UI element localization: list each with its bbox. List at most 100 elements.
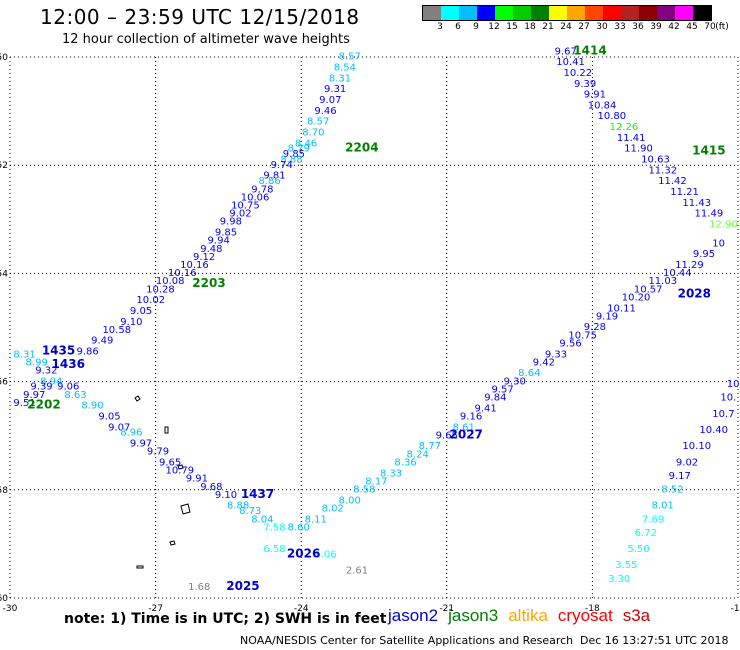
lat-tick-label: -50	[0, 53, 8, 63]
swh-observation: 9.19	[596, 311, 618, 322]
swh-observation: 8.00	[339, 495, 361, 506]
satellite-legend-item: altika	[508, 606, 548, 625]
swh-observation: 10.02	[136, 295, 165, 306]
swh-observation: 9.91	[186, 474, 208, 485]
swh-observation: 9.10	[120, 317, 142, 328]
swh-observation: 10.20	[622, 292, 651, 303]
swh-observation: 11.49	[695, 209, 724, 220]
credit-text: NOAA/NESDIS Center for Satellite Applica…	[240, 634, 574, 647]
pass-time-label: 1415	[692, 143, 725, 157]
lon-tick-label: -27	[148, 604, 163, 614]
pass-time-label: 2026	[287, 546, 320, 560]
swh-observation: 9.95	[693, 249, 715, 260]
colorbar-label: 36	[632, 22, 644, 32]
swh-observation: 8.02	[322, 503, 344, 514]
colorbar-label: 33	[614, 22, 626, 32]
colorbar-label: 42	[668, 22, 680, 32]
swh-observation: 9.67	[555, 46, 577, 57]
colorbar-swatch	[477, 6, 495, 20]
swh-observation: 9.85	[215, 228, 237, 239]
swh-observation: 10.16	[168, 268, 197, 279]
swh-observation: 9.28	[584, 322, 606, 333]
colorbar-unit: (ft)	[715, 22, 729, 32]
swh-observation: 8.61	[453, 422, 475, 433]
swh-observation: 9.74	[271, 160, 293, 171]
colorbar-swatch	[549, 6, 567, 20]
colorbar-label: 15	[506, 22, 518, 32]
swh-observation: 3.30	[608, 574, 630, 585]
swh-observation: 10	[727, 379, 740, 390]
swh-observation: 8.79	[288, 144, 310, 155]
island-outline	[164, 426, 169, 434]
lon-tick-label: -15	[731, 604, 740, 614]
pass-time-label: 2028	[678, 287, 711, 301]
pass-time-label: 1435	[42, 344, 75, 358]
swh-observation: 11.43	[682, 198, 711, 209]
colorbar-swatch	[459, 6, 477, 20]
satellite-legend-item: cryosat	[557, 606, 613, 625]
swh-observation: 8.31	[329, 73, 351, 84]
swh-observation: 8.36	[394, 457, 416, 468]
swh-observation: 8.96	[120, 428, 142, 439]
swh-observation: 10.63	[641, 154, 670, 165]
swh-observation: 10.41	[556, 57, 585, 68]
colorbar-label: 9	[473, 22, 479, 32]
swh-observation: 9.39	[574, 79, 596, 90]
swh-observation: 9.78	[251, 184, 273, 195]
colorbar-label: 18	[524, 22, 536, 32]
swh-observation: 11.21	[670, 187, 699, 198]
pass-time-label: 1436	[52, 357, 85, 371]
swh-observation: 8.60	[288, 522, 310, 533]
swh-observation: 9.39	[30, 382, 52, 393]
swh-observation: 10.40	[699, 425, 728, 436]
swh-observation: 8.24	[407, 449, 429, 460]
swh-observation: 8.33	[380, 468, 402, 479]
swh-observation: 9.65	[436, 430, 458, 441]
pass-time-label: 2204	[345, 141, 378, 155]
pass-time-label: 2203	[192, 276, 225, 290]
swh-observation: 8.77	[419, 441, 441, 452]
colorbar-swatch	[693, 6, 711, 20]
swh-observation: 8.58	[353, 485, 375, 496]
swh-observation: 11.29	[675, 260, 704, 271]
swh-observation: 10.	[720, 393, 736, 404]
swh-observation: 10.22	[564, 68, 593, 79]
swh-observation: 10.84	[588, 100, 617, 111]
swh-observation: 10.58	[102, 325, 131, 336]
swh-observation: 9.57	[491, 384, 513, 395]
colorbar-label: 24	[560, 22, 572, 32]
swh-observation: 3.55	[615, 560, 637, 571]
colorbar-swatch	[567, 6, 585, 20]
colorbar-label: 70	[704, 22, 716, 32]
colorbar-swatch	[603, 6, 621, 20]
swh-observation: 10.80	[597, 111, 626, 122]
swh-observation: 9.16	[460, 411, 482, 422]
swh-observation: 9.10	[215, 490, 237, 501]
swh-observation: 9.31	[324, 84, 346, 95]
pass-time-label: 2025	[226, 579, 259, 593]
colorbar-swatch	[495, 6, 513, 20]
swh-observation: 1.68	[188, 582, 210, 593]
swh-observation: 11.90	[624, 144, 653, 155]
swh-observation: 11.41	[617, 133, 646, 144]
swh-observation: 9.41	[474, 403, 496, 414]
colorbar-label: 27	[578, 22, 590, 32]
colorbar-swatch	[513, 6, 531, 20]
lat-tick-label: -58	[0, 486, 8, 496]
swh-observation: 12.90	[709, 219, 738, 230]
colorbar-swatch	[621, 6, 639, 20]
colorbar-label: 30	[596, 22, 608, 32]
swh-observation: 11.03	[648, 276, 677, 287]
swh-observation: 7.69	[642, 514, 664, 525]
lat-tick-label: -56	[0, 378, 8, 388]
swh-observation: 8.11	[305, 514, 327, 525]
swh-observation: 9.42	[533, 357, 555, 368]
timestamp-text: Dec 16 13:27:51 UTC 2018	[580, 634, 729, 647]
swh-observation: 10.10	[682, 441, 711, 452]
swh-observation: 9.51	[13, 398, 35, 409]
colorbar-label: 21	[542, 22, 554, 32]
swh-observation: 12.26	[610, 122, 639, 133]
colorbar-swatch	[585, 6, 603, 20]
swh-observation: 10.7	[712, 409, 734, 420]
